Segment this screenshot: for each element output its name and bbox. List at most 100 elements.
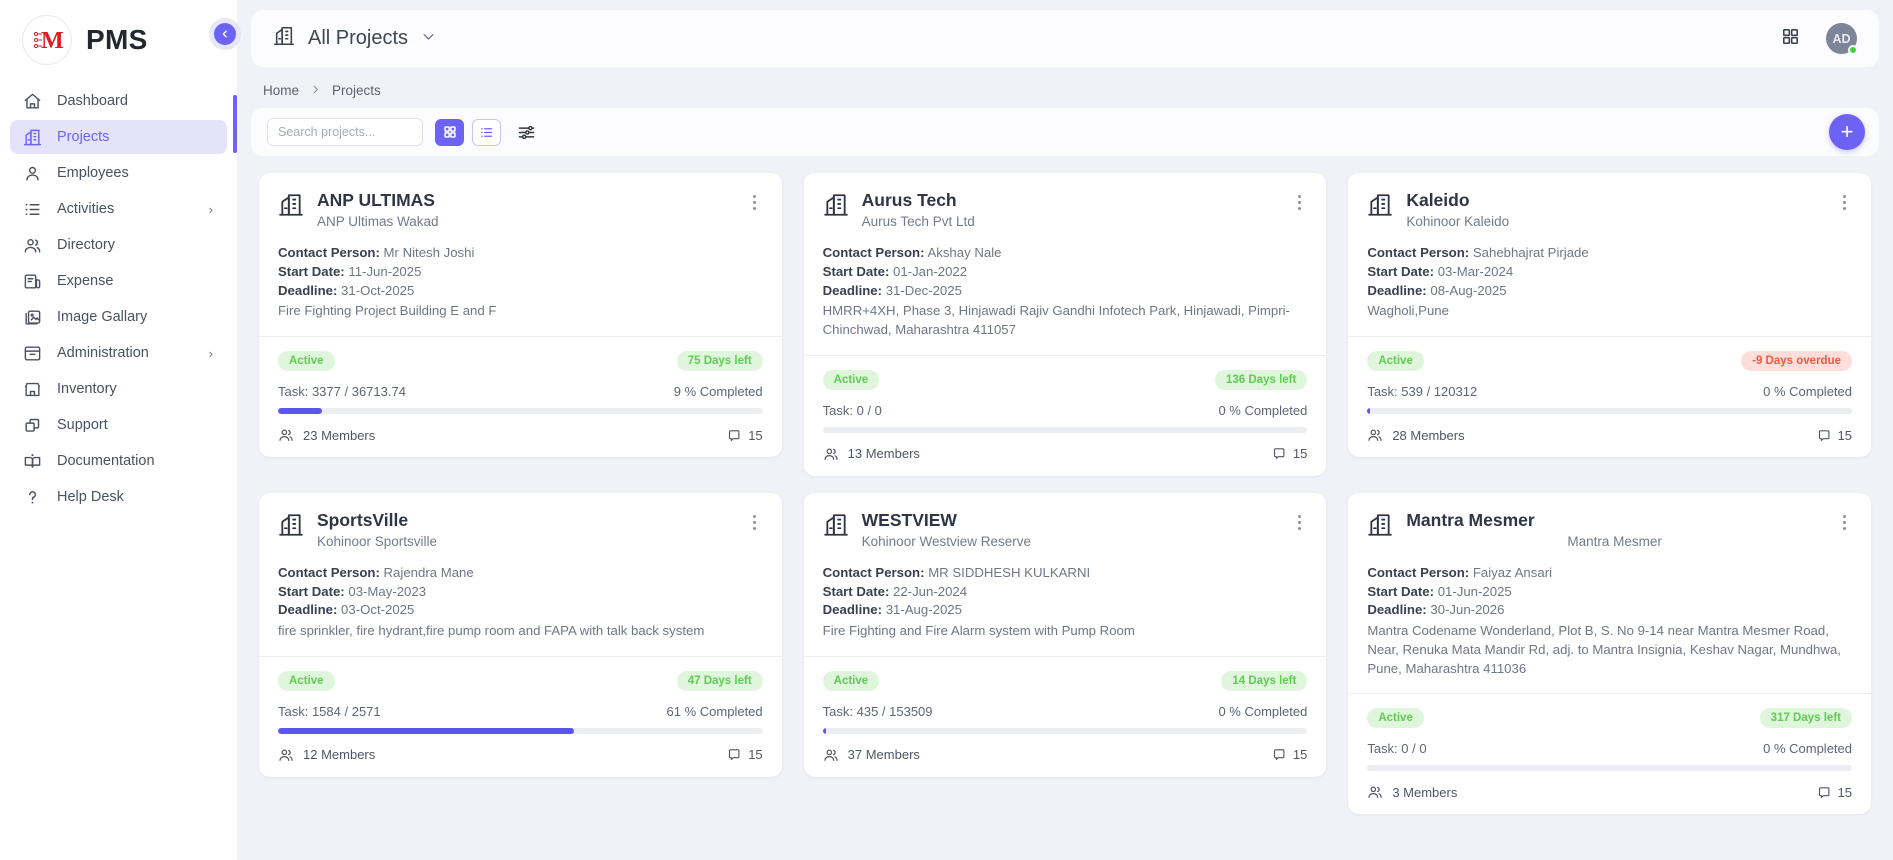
card-menu-button[interactable] [1836, 190, 1852, 210]
sidebar-item-activities[interactable]: Activities › [10, 192, 227, 226]
card-titles: ANP ULTIMAS ANP Ultimas Wakad [317, 190, 734, 229]
contact-person-line: Contact Person: Faiyaz Ansari [1367, 564, 1852, 583]
brand[interactable]: M PMS [0, 0, 237, 80]
start-date-label: Start Date: [822, 583, 890, 599]
task-count: Task: 3377 / 36713.74 [278, 384, 406, 400]
progress-bar [1367, 408, 1852, 415]
card-header: Aurus Tech Aurus Tech Pvt Ltd [823, 190, 1308, 229]
archive-icon [22, 343, 43, 364]
start-date-line: Start Date: 11-Jun-2025 [278, 263, 763, 282]
card-menu-button[interactable] [1291, 190, 1307, 210]
comment-icon [1818, 429, 1829, 441]
breadcrumb-item-projects[interactable]: Projects [332, 83, 381, 98]
deadline-line: Deadline: 31-Dec-2025 [823, 282, 1308, 301]
badge-row: Active 136 Days left [822, 369, 1308, 390]
members-info: 28 Members [1367, 427, 1465, 443]
status-badge: Active [822, 670, 880, 691]
page-title: All Projects [308, 27, 409, 49]
sidebar-item-support[interactable]: Support [10, 408, 227, 442]
card-footer-row: 37 Members 15 [823, 747, 1307, 777]
progress-bar [278, 727, 763, 734]
chevron-down-icon[interactable] [421, 29, 436, 49]
sidebar-item-label: Projects [57, 129, 110, 145]
comments-info[interactable]: 15 [1817, 785, 1852, 800]
comments-info[interactable]: 15 [1272, 446, 1307, 461]
completed-percent: 61 % Completed [666, 703, 763, 719]
sidebar-item-projects[interactable]: Projects [10, 120, 227, 154]
comments-info[interactable]: 15 [727, 428, 763, 443]
deadline-label: Deadline: [278, 282, 338, 298]
sidebar-collapse-button[interactable] [214, 23, 236, 45]
receipt-icon [22, 271, 43, 292]
contact-person-line: Contact Person: Mr Nitesh Joshi [278, 244, 763, 263]
project-subtitle: Kohinoor Kaleido [1406, 214, 1510, 230]
start-date-value: 03-May-2023 [348, 583, 427, 599]
contact-person-label: Contact Person: [822, 564, 925, 580]
deadline-line: Deadline: 30-Jun-2026 [1367, 601, 1852, 620]
task-count: Task: 1584 / 2571 [278, 703, 381, 719]
contact-person-value: Sahebhajrat Pirjade [1472, 245, 1589, 261]
image-icon [22, 307, 43, 328]
building-icon [1367, 512, 1393, 543]
deadline-label: Deadline: [822, 602, 883, 618]
card-menu-button[interactable] [747, 190, 763, 210]
members-info: 37 Members [823, 747, 920, 763]
breadcrumb-item-home[interactable]: Home [263, 83, 300, 98]
add-project-button[interactable]: + [1829, 114, 1865, 150]
comments-info[interactable]: 15 [727, 747, 763, 762]
sidebar-item-inventory[interactable]: Inventory [10, 372, 227, 406]
card-meta: Contact Person: Akshay Nale Start Date: … [823, 244, 1308, 340]
card-footer: Active 136 Days left Task: 0 / 0 0 % Com… [822, 356, 1308, 476]
building-icon [823, 192, 849, 223]
project-card[interactable]: Aurus Tech Aurus Tech Pvt Ltd Contact Pe… [803, 173, 1327, 476]
days-badge: 75 Days left [676, 351, 763, 372]
deadline-line: Deadline: 08-Aug-2025 [1367, 282, 1852, 301]
search-input[interactable] [267, 118, 423, 146]
svg-text:M: M [41, 28, 64, 54]
chevron-right-icon: › [208, 201, 213, 217]
project-card[interactable]: SportsVille Kohinoor Sportsville Contact… [259, 492, 782, 777]
project-card[interactable]: WESTVIEW Kohinoor Westview Reserve Conta… [803, 492, 1327, 777]
badge-row: Active 317 Days left [1367, 708, 1852, 729]
sidebar-item-administration[interactable]: Administration › [10, 336, 227, 370]
members-info: 3 Members [1367, 784, 1457, 800]
grid-view-button[interactable] [435, 118, 464, 146]
comment-icon [1273, 749, 1285, 761]
sidebar-item-help-desk[interactable]: Help Desk [10, 480, 227, 514]
task-count: Task: 435 / 153509 [822, 703, 933, 719]
card-menu-button[interactable] [747, 510, 763, 530]
deadline-label: Deadline: [822, 282, 883, 298]
sidebar-item-label: Activities [57, 201, 115, 217]
sidebar-item-dashboard[interactable]: Dashboard [10, 84, 227, 118]
list-view-button[interactable] [472, 118, 501, 146]
card-divider [803, 655, 1327, 657]
sidebar-item-directory[interactable]: Directory [10, 228, 227, 262]
project-card[interactable]: Kaleido Kohinoor Kaleido Contact Person:… [1348, 173, 1871, 458]
comments-info[interactable]: 15 [1817, 428, 1852, 443]
filter-settings-button[interactable] [513, 119, 539, 145]
contact-person-value: Akshay Nale [927, 245, 1002, 261]
project-card[interactable]: ANP ULTIMAS ANP Ultimas Wakad Contact Pe… [259, 173, 782, 458]
sidebar-item-label: Inventory [57, 381, 117, 397]
sidebar-item-documentation[interactable]: Documentation [10, 444, 227, 478]
topbar-left: All Projects [273, 25, 436, 52]
avatar[interactable]: AD [1826, 23, 1858, 55]
card-header: WESTVIEW Kohinoor Westview Reserve [823, 510, 1308, 549]
comments-info[interactable]: 15 [1272, 747, 1307, 762]
users-icon [1368, 786, 1382, 799]
sidebar-item-expense[interactable]: Expense [10, 264, 227, 298]
sidebar-item-employees[interactable]: Employees [10, 156, 227, 190]
task-line: Task: 1584 / 2571 61 % Completed [278, 704, 763, 719]
card-header: SportsVille Kohinoor Sportsville [278, 510, 763, 549]
contact-person-value: Rajendra Mane [383, 564, 474, 580]
members-count: 13 Members [847, 446, 920, 462]
members-info: 13 Members [823, 446, 920, 462]
card-menu-button[interactable] [1291, 510, 1307, 530]
project-card[interactable]: Mantra Mesmer Mantra Mesmer Contact Pers… [1348, 492, 1871, 815]
card-menu-button[interactable] [1836, 510, 1852, 530]
chevron-right-icon [310, 84, 321, 98]
sidebar-item-image-gallary[interactable]: Image Gallary [10, 300, 227, 334]
apps-grid-icon[interactable] [1781, 27, 1800, 51]
card-meta: Contact Person: MR SIDDHESH KULKARNI Sta… [823, 564, 1308, 641]
card-divider [1348, 336, 1871, 338]
